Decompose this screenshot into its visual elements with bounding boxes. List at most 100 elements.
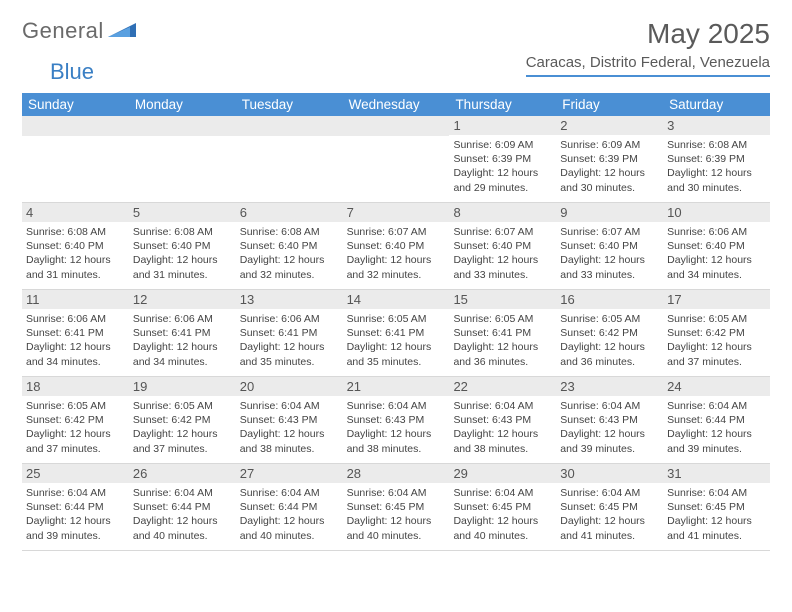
day-number: 12 xyxy=(129,290,236,309)
daylight-line: Daylight: 12 hours and 33 minutes. xyxy=(453,253,552,281)
sunrise-line: Sunrise: 6:04 AM xyxy=(560,399,659,413)
sunset-line: Sunset: 6:40 PM xyxy=(133,239,232,253)
sunset-line: Sunset: 6:40 PM xyxy=(347,239,446,253)
day-details: Sunrise: 6:06 AMSunset: 6:41 PMDaylight:… xyxy=(236,309,343,371)
day-details: Sunrise: 6:05 AMSunset: 6:42 PMDaylight:… xyxy=(663,309,770,371)
day-number: 31 xyxy=(663,464,770,483)
daylight-line: Daylight: 12 hours and 37 minutes. xyxy=(133,427,232,455)
sunrise-line: Sunrise: 6:04 AM xyxy=(240,399,339,413)
sunrise-line: Sunrise: 6:04 AM xyxy=(667,486,766,500)
sunrise-line: Sunrise: 6:08 AM xyxy=(26,225,125,239)
day-number: 8 xyxy=(449,203,556,222)
day-cell: 31Sunrise: 6:04 AMSunset: 6:45 PMDayligh… xyxy=(663,464,770,550)
day-cell: 29 Sunrise: 6:04 AMSunset: 6:45 PMDayligh… xyxy=(449,464,556,550)
day-number: 18 xyxy=(22,377,129,396)
day-cell: 28Sunrise: 6:04 AMSunset: 6:45 PMDayligh… xyxy=(343,464,450,550)
sunrise-line: Sunrise: 6:06 AM xyxy=(667,225,766,239)
day-number: 25 xyxy=(22,464,129,483)
sunset-line: Sunset: 6:41 PM xyxy=(453,326,552,340)
sunrise-line: Sunrise: 6:09 AM xyxy=(453,138,552,152)
day-number xyxy=(343,116,450,136)
sunset-line: Sunset: 6:43 PM xyxy=(560,413,659,427)
sunset-line: Sunset: 6:44 PM xyxy=(240,500,339,514)
daylight-line: Daylight: 12 hours and 34 minutes. xyxy=(667,253,766,281)
sunset-line: Sunset: 6:42 PM xyxy=(26,413,125,427)
day-cell xyxy=(343,116,450,202)
sunset-line: Sunset: 6:40 PM xyxy=(240,239,339,253)
sunrise-line: Sunrise: 6:04 AM xyxy=(240,486,339,500)
day-cell: 27Sunrise: 6:04 AMSunset: 6:44 PMDayligh… xyxy=(236,464,343,550)
daylight-line: Daylight: 12 hours and 39 minutes. xyxy=(26,514,125,542)
daylight-line: Daylight: 12 hours and 40 minutes. xyxy=(453,514,552,542)
logo: General xyxy=(22,18,140,44)
daylight-line: Daylight: 12 hours and 40 minutes. xyxy=(347,514,446,542)
day-number xyxy=(236,116,343,136)
day-number: 23 xyxy=(556,377,663,396)
sunset-line: Sunset: 6:40 PM xyxy=(667,239,766,253)
day-number: 7 xyxy=(343,203,450,222)
weekday-header: Saturday xyxy=(663,93,770,116)
day-cell: 23Sunrise: 6:04 AMSunset: 6:43 PMDayligh… xyxy=(556,377,663,463)
day-number: 2 xyxy=(556,116,663,135)
sunrise-line: Sunrise: 6:06 AM xyxy=(133,312,232,326)
sunrise-line: Sunrise: 6:04 AM xyxy=(26,486,125,500)
sunset-line: Sunset: 6:41 PM xyxy=(133,326,232,340)
day-details: Sunrise: 6:08 AMSunset: 6:40 PMDaylight:… xyxy=(22,222,129,284)
daylight-line: Daylight: 12 hours and 37 minutes. xyxy=(667,340,766,368)
calendar-grid: Sunday Monday Tuesday Wednesday Thursday… xyxy=(22,93,770,551)
day-cell: 13Sunrise: 6:06 AMSunset: 6:41 PMDayligh… xyxy=(236,290,343,376)
day-number: 6 xyxy=(236,203,343,222)
day-details: Sunrise: 6:04 AMSunset: 6:43 PMDaylight:… xyxy=(556,396,663,458)
day-number: 30 xyxy=(556,464,663,483)
daylight-line: Daylight: 12 hours and 31 minutes. xyxy=(133,253,232,281)
day-details: Sunrise: 6:06 AMSunset: 6:40 PMDaylight:… xyxy=(663,222,770,284)
daylight-line: Daylight: 12 hours and 38 minutes. xyxy=(453,427,552,455)
weekday-header: Tuesday xyxy=(236,93,343,116)
day-details: Sunrise: 6:05 AMSunset: 6:42 PMDaylight:… xyxy=(22,396,129,458)
sunset-line: Sunset: 6:44 PM xyxy=(26,500,125,514)
day-number: 20 xyxy=(236,377,343,396)
day-number: 3 xyxy=(663,116,770,135)
day-cell: 4Sunrise: 6:08 AMSunset: 6:40 PMDaylight… xyxy=(22,203,129,289)
sunrise-line: Sunrise: 6:08 AM xyxy=(240,225,339,239)
day-cell: 19Sunrise: 6:05 AMSunset: 6:42 PMDayligh… xyxy=(129,377,236,463)
day-number: 26 xyxy=(129,464,236,483)
week-row: 4Sunrise: 6:08 AMSunset: 6:40 PMDaylight… xyxy=(22,203,770,290)
day-number: 13 xyxy=(236,290,343,309)
day-cell: 7Sunrise: 6:07 AMSunset: 6:40 PMDaylight… xyxy=(343,203,450,289)
week-row: 25Sunrise: 6:04 AMSunset: 6:44 PMDayligh… xyxy=(22,464,770,551)
sunrise-line: Sunrise: 6:07 AM xyxy=(347,225,446,239)
logo-triangle-icon xyxy=(108,21,136,42)
day-details: Sunrise: 6:04 AMSunset: 6:43 PMDaylight:… xyxy=(343,396,450,458)
daylight-line: Daylight: 12 hours and 39 minutes. xyxy=(667,427,766,455)
day-number: 22 xyxy=(449,377,556,396)
weekday-header: Thursday xyxy=(449,93,556,116)
day-number: 29 xyxy=(449,464,556,483)
day-number: 28 xyxy=(343,464,450,483)
sunrise-line: Sunrise: 6:04 AM xyxy=(453,486,552,500)
day-number: 9 xyxy=(556,203,663,222)
sunrise-line: Sunrise: 6:04 AM xyxy=(347,486,446,500)
day-details: Sunrise: 6:09 AMSunset: 6:39 PMDaylight:… xyxy=(449,135,556,197)
week-row: 1Sunrise: 6:09 AMSunset: 6:39 PMDaylight… xyxy=(22,116,770,203)
sunrise-line: Sunrise: 6:08 AM xyxy=(667,138,766,152)
sunset-line: Sunset: 6:43 PM xyxy=(347,413,446,427)
location-subtitle: Caracas, Distrito Federal, Venezuela xyxy=(526,54,770,77)
day-details: Sunrise: 6:05 AMSunset: 6:42 PMDaylight:… xyxy=(129,396,236,458)
sunrise-line: Sunrise: 6:05 AM xyxy=(26,399,125,413)
day-details: Sunrise: 6:05 AMSunset: 6:42 PMDaylight:… xyxy=(556,309,663,371)
sunset-line: Sunset: 6:45 PM xyxy=(453,500,552,514)
day-details: Sunrise: 6:07 AMSunset: 6:40 PMDaylight:… xyxy=(556,222,663,284)
sunrise-line: Sunrise: 6:04 AM xyxy=(133,486,232,500)
sunrise-line: Sunrise: 6:06 AM xyxy=(240,312,339,326)
daylight-line: Daylight: 12 hours and 33 minutes. xyxy=(560,253,659,281)
sunset-line: Sunset: 6:40 PM xyxy=(560,239,659,253)
sunrise-line: Sunrise: 6:04 AM xyxy=(347,399,446,413)
weekday-header: Wednesday xyxy=(343,93,450,116)
sunrise-line: Sunrise: 6:07 AM xyxy=(453,225,552,239)
daylight-line: Daylight: 12 hours and 36 minutes. xyxy=(453,340,552,368)
day-cell xyxy=(22,116,129,202)
day-number: 11 xyxy=(22,290,129,309)
sunrise-line: Sunrise: 6:05 AM xyxy=(667,312,766,326)
sunset-line: Sunset: 6:40 PM xyxy=(26,239,125,253)
